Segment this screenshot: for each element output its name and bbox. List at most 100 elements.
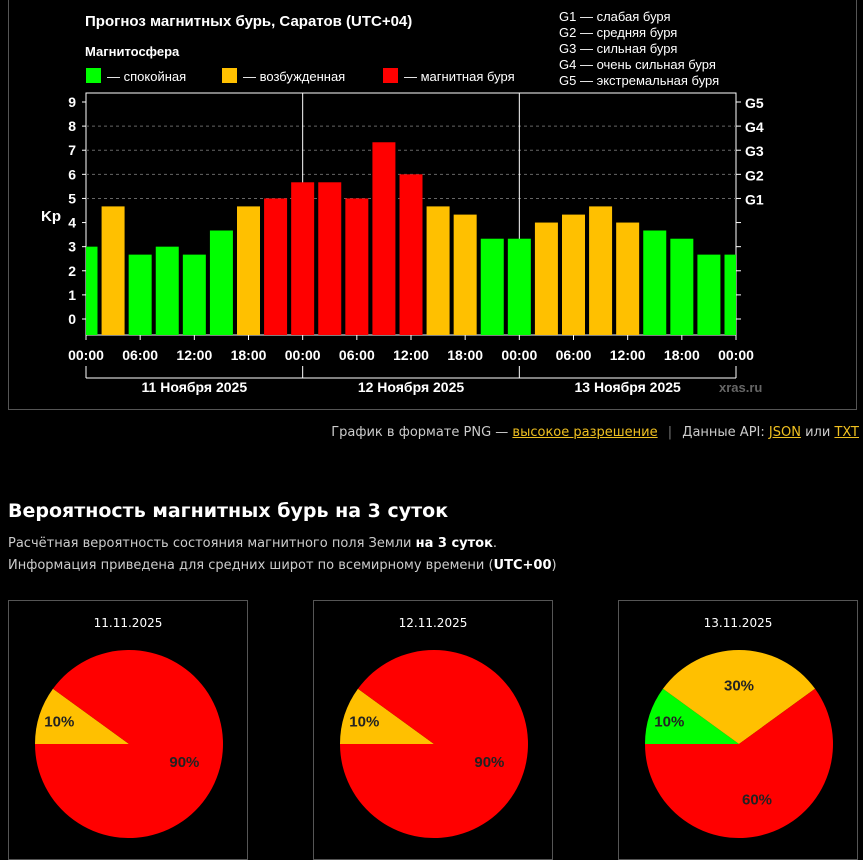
x-tick-label: 00:00 <box>501 347 537 363</box>
kp-bar <box>264 198 288 335</box>
pie-slice <box>340 649 528 838</box>
probability-description-1: Расчётная вероятность состояния магнитно… <box>8 536 497 551</box>
chart-links-bar: График в формате PNG — высокое разрешени… <box>0 425 859 440</box>
pie-chart: 10% 90% <box>35 649 223 838</box>
g-scale-legend-item: G4 — очень сильная буря <box>559 57 716 72</box>
txt-link[interactable]: TXT <box>834 425 859 440</box>
legend-swatch <box>383 68 398 83</box>
kp-bar <box>453 214 477 335</box>
y-tick-label: 5 <box>68 190 76 206</box>
json-link[interactable]: JSON <box>768 425 801 440</box>
y-tick-label: 3 <box>68 239 76 255</box>
legend-label: — магнитная буря <box>404 69 515 84</box>
pie-card-day1: 11.11.2025 10% 90% <box>8 600 248 860</box>
legend-label: — спокойная <box>107 69 186 84</box>
kp-bar <box>426 206 450 335</box>
g-scale-legend-item: G2 — средняя буря <box>559 25 677 40</box>
pie-slice-label: 60% <box>742 791 772 808</box>
y-tick-label: 8 <box>68 118 76 134</box>
pie-date: 11.11.2025 <box>93 616 163 630</box>
legend-swatch <box>222 68 237 83</box>
y-axis-label: Kp <box>41 208 61 225</box>
kp-bar <box>101 206 125 335</box>
x-tick-label: 06:00 <box>556 347 592 363</box>
kp-bar <box>128 254 152 335</box>
pie-slice-label: 10% <box>349 713 379 730</box>
kp-bar <box>643 230 667 335</box>
g-tick-label: G2 <box>745 167 764 183</box>
y-tick-label: 7 <box>68 142 76 158</box>
g-scale-legend-item: G3 — сильная буря <box>559 41 677 56</box>
kp-bar <box>399 174 423 335</box>
kp-bar <box>372 142 396 335</box>
api-label: Данные API: <box>682 425 765 440</box>
y-tick-label: 1 <box>68 287 76 303</box>
pie-slice <box>645 688 739 744</box>
kp-bar <box>86 246 98 335</box>
desc2-text: Информация приведена для средних широт п… <box>8 558 494 573</box>
kp-bar <box>345 198 369 335</box>
legend-label: — возбужденная <box>243 69 345 84</box>
pie-card-day3: 13.11.2025 10% 30% 60% <box>618 600 858 860</box>
kp-bar <box>697 254 721 335</box>
legend-swatch <box>86 68 101 83</box>
x-tick-label: 18:00 <box>664 347 700 363</box>
kp-bar <box>182 254 206 335</box>
kp-bar <box>291 182 315 335</box>
desc1-bold: на 3 суток <box>415 536 493 551</box>
pie-slice <box>662 649 816 744</box>
pie-slice-label: 90% <box>169 754 199 771</box>
kp-bar <box>670 238 694 335</box>
kp-bar <box>155 246 179 335</box>
kp-bar <box>724 254 736 335</box>
g-scale-legend-item: G5 — экстремальная буря <box>559 73 719 88</box>
pie-card-day2: 12.11.2025 10% 90% <box>313 600 553 860</box>
day-label: 12 Ноября 2025 <box>358 379 465 395</box>
kp-bar <box>616 222 640 335</box>
kp-bar <box>562 214 585 335</box>
y-tick-label: 0 <box>68 311 76 327</box>
x-tick-label: 12:00 <box>176 347 212 363</box>
kp-bar <box>318 182 342 335</box>
kp-bar <box>209 230 233 335</box>
kp-bar <box>237 206 260 335</box>
pie-slice-label: 10% <box>44 713 74 730</box>
kp-bar <box>507 238 531 335</box>
kp-bar <box>534 222 558 335</box>
x-tick-label: 06:00 <box>122 347 158 363</box>
y-tick-label: 6 <box>68 166 76 182</box>
y-tick-label: 2 <box>68 263 76 279</box>
day-label: 11 Ноября 2025 <box>142 379 248 395</box>
probability-heading: Вероятность магнитных бурь на 3 суток <box>8 500 449 522</box>
kp-bar <box>589 206 613 335</box>
chart-title: Прогноз магнитных бурь, Саратов (UTC+04) <box>85 13 412 30</box>
g-tick-label: G4 <box>745 119 764 135</box>
pie-slice-label: 10% <box>654 713 684 730</box>
kp-forecast-chart-panel: Прогноз магнитных бурь, Саратов (UTC+04)… <box>8 0 857 410</box>
links-divider: | <box>667 425 673 440</box>
png-label: График в формате PNG — <box>331 425 509 440</box>
desc1-text: Расчётная вероятность состояния магнитно… <box>8 536 412 551</box>
kp-forecast-chart: Прогноз магнитных бурь, Саратов (UTC+04)… <box>41 9 764 395</box>
x-tick-label: 18:00 <box>231 347 267 363</box>
g-tick-label: G3 <box>745 143 764 159</box>
pie-chart: 10% 30% 60% <box>645 649 833 838</box>
x-tick-label: 12:00 <box>610 347 646 363</box>
desc1-suffix: . <box>492 536 498 551</box>
probability-description-2: Информация приведена для средних широт п… <box>8 558 557 573</box>
y-tick-label: 4 <box>68 215 76 231</box>
x-tick-label: 06:00 <box>339 347 375 363</box>
hires-link[interactable]: высокое разрешение <box>512 425 658 440</box>
legend-title: Магнитосфера <box>85 44 180 59</box>
day-label: 13 Ноября 2025 <box>575 379 682 395</box>
g-scale-legend-item: G1 — слабая буря <box>559 9 671 24</box>
g-tick-label: G5 <box>745 95 764 111</box>
pie-date: 13.11.2025 <box>703 616 773 630</box>
x-tick-label: 00:00 <box>718 347 754 363</box>
desc2-bold: UTC+00 <box>493 558 552 573</box>
desc2-suffix: ) <box>551 558 557 573</box>
pie-chart: 10% 90% <box>340 649 528 838</box>
y-tick-label: 9 <box>68 94 76 110</box>
pie-slice <box>35 649 223 838</box>
pie-slice-label: 90% <box>474 754 504 771</box>
